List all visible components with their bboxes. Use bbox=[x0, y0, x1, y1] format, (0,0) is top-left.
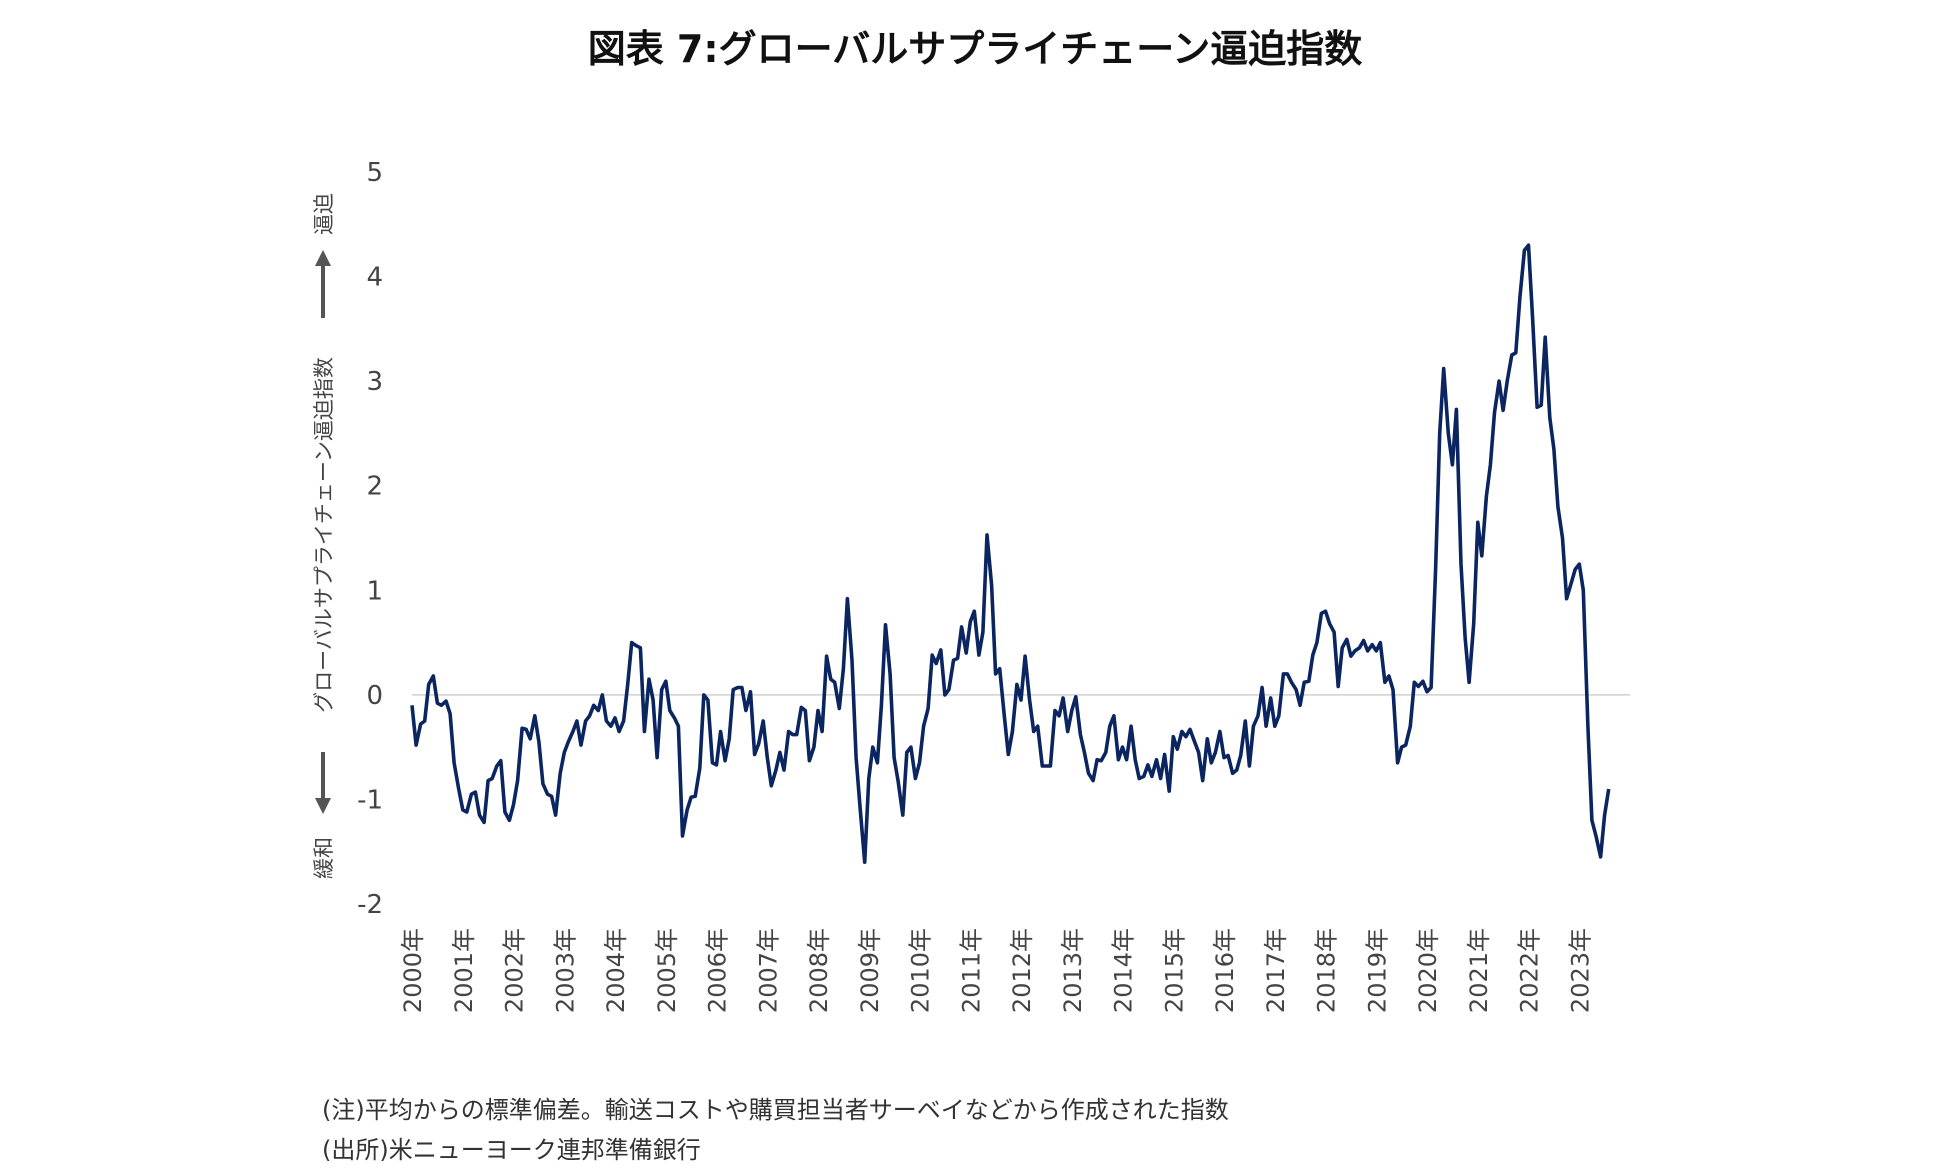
y-tick-label: -2 bbox=[357, 890, 383, 920]
y-tick-label: 5 bbox=[366, 158, 383, 188]
x-tick-label: 2018年 bbox=[1313, 928, 1341, 1013]
x-tick-label: 2014年 bbox=[1110, 928, 1138, 1013]
y-axis-label-up: 逼迫 bbox=[312, 193, 336, 235]
x-tick-label: 2022年 bbox=[1516, 928, 1544, 1013]
x-axis-ticks: 2000年 2001年 2002年 2003年 2004年 2005年 2006年 2007年… bbox=[399, 928, 1594, 1013]
x-tick-label: 2001年 bbox=[450, 928, 478, 1013]
x-tick-label: 2009年 bbox=[856, 928, 884, 1013]
x-tick-label: 2023年 bbox=[1566, 928, 1594, 1013]
x-tick-label: 2015年 bbox=[1160, 928, 1188, 1013]
y-tick-label: 1 bbox=[366, 576, 383, 606]
y-tick-label: 4 bbox=[366, 263, 383, 293]
x-tick-label: 2000年 bbox=[399, 928, 427, 1013]
y-axis-label: 逼迫 グローバルサプライチェーン逼迫指数 緩和 bbox=[312, 193, 336, 879]
x-tick-label: 2007年 bbox=[754, 928, 782, 1013]
x-tick-label: 2012年 bbox=[1008, 928, 1036, 1013]
x-tick-label: 2008年 bbox=[805, 928, 833, 1013]
y-axis-label-down: 緩和 bbox=[312, 837, 336, 879]
x-tick-label: 2019年 bbox=[1363, 928, 1391, 1013]
y-axis-ticks: 5 4 3 2 1 0 -1 -2 bbox=[357, 158, 383, 920]
down-arrow-head bbox=[315, 798, 331, 814]
x-tick-label: 2013年 bbox=[1059, 928, 1087, 1013]
series-group bbox=[410, 243, 1611, 865]
x-tick-label: 2020年 bbox=[1414, 928, 1442, 1013]
note-text: (注)平均からの標準偏差。輸送コストや購買担当者サーベイなどから作成された指数 bbox=[322, 1096, 1229, 1124]
x-tick-label: 2017年 bbox=[1262, 928, 1290, 1013]
x-tick-label: 2004年 bbox=[602, 928, 630, 1013]
x-tick-label: 2010年 bbox=[907, 928, 935, 1013]
series-line bbox=[410, 243, 1611, 865]
y-tick-label: 3 bbox=[366, 367, 383, 397]
x-tick-label: 2011年 bbox=[957, 928, 985, 1013]
y-tick-label: 0 bbox=[366, 681, 383, 711]
x-tick-label: 2003年 bbox=[551, 928, 579, 1013]
x-tick-label: 2016年 bbox=[1211, 928, 1239, 1013]
y-tick-label: 2 bbox=[366, 472, 383, 502]
x-tick-label: 2005年 bbox=[653, 928, 681, 1013]
y-tick-label: -1 bbox=[357, 785, 383, 815]
y-axis-label-main: グローバルサプライチェーン逼迫指数 bbox=[312, 357, 336, 713]
chart-title: 図表 7:グローバルサプライチェーン逼迫指数 bbox=[587, 27, 1363, 71]
x-tick-label: 2002年 bbox=[501, 928, 529, 1013]
up-arrow-head bbox=[315, 250, 331, 266]
x-tick-label: 2021年 bbox=[1465, 928, 1493, 1013]
source-text: (出所)米ニューヨーク連邦準備銀行 bbox=[322, 1136, 701, 1164]
x-tick-label: 2006年 bbox=[704, 928, 732, 1013]
